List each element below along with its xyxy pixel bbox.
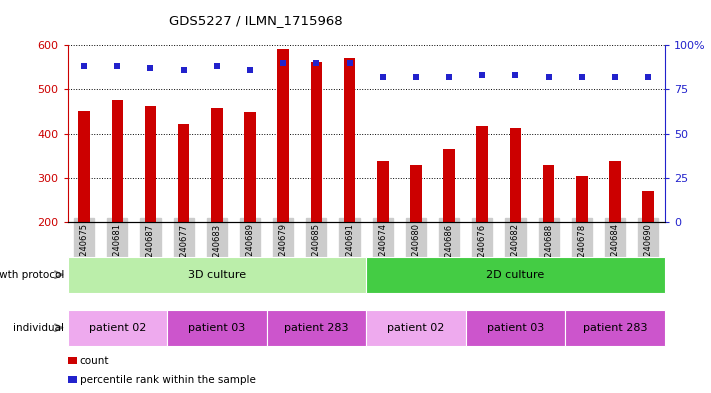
Text: patient 03: patient 03 [188, 323, 245, 333]
Bar [510, 128, 521, 310]
Bar [68, 257, 366, 293]
Bar [643, 191, 654, 310]
Text: 2D culture: 2D culture [486, 270, 545, 280]
Bar [78, 111, 90, 310]
Bar [245, 112, 256, 310]
Text: patient 03: patient 03 [487, 323, 544, 333]
Point [178, 67, 189, 73]
Bar [277, 49, 289, 310]
Text: GDS5227 / ILMN_1715968: GDS5227 / ILMN_1715968 [169, 14, 343, 27]
Point [145, 65, 156, 71]
Point [277, 60, 289, 66]
Text: percentile rank within the sample: percentile rank within the sample [80, 375, 255, 385]
Bar [576, 176, 588, 310]
Point [112, 63, 123, 70]
Text: patient 02: patient 02 [89, 323, 146, 333]
Text: patient 02: patient 02 [387, 323, 444, 333]
Bar [366, 257, 665, 293]
Bar [366, 310, 466, 346]
Bar [167, 310, 267, 346]
Point [311, 60, 322, 66]
Point [476, 72, 488, 78]
Bar [145, 106, 156, 310]
Bar [444, 149, 455, 310]
Text: growth protocol: growth protocol [0, 270, 64, 280]
Text: 3D culture: 3D culture [188, 270, 246, 280]
Bar [311, 62, 322, 310]
Bar [543, 165, 555, 310]
Bar [112, 100, 123, 310]
Bar [178, 124, 190, 310]
Text: patient 283: patient 283 [583, 323, 647, 333]
Bar [377, 161, 389, 310]
Point [576, 74, 587, 80]
Point [245, 67, 256, 73]
Bar [565, 310, 665, 346]
Bar [344, 57, 356, 310]
Bar [68, 310, 167, 346]
Bar [211, 108, 223, 310]
Point [510, 72, 521, 78]
Point [211, 63, 223, 70]
Bar [609, 162, 621, 310]
Point [609, 74, 621, 80]
Point [444, 74, 455, 80]
Point [78, 63, 90, 70]
Point [543, 74, 555, 80]
Bar [410, 165, 422, 310]
Point [643, 74, 654, 80]
Point [377, 74, 388, 80]
Bar [466, 310, 565, 346]
Bar [476, 126, 488, 310]
Text: individual: individual [13, 323, 64, 333]
Text: count: count [80, 356, 109, 366]
Text: patient 283: patient 283 [284, 323, 348, 333]
Point [410, 74, 422, 80]
Point [344, 60, 356, 66]
Bar [267, 310, 366, 346]
